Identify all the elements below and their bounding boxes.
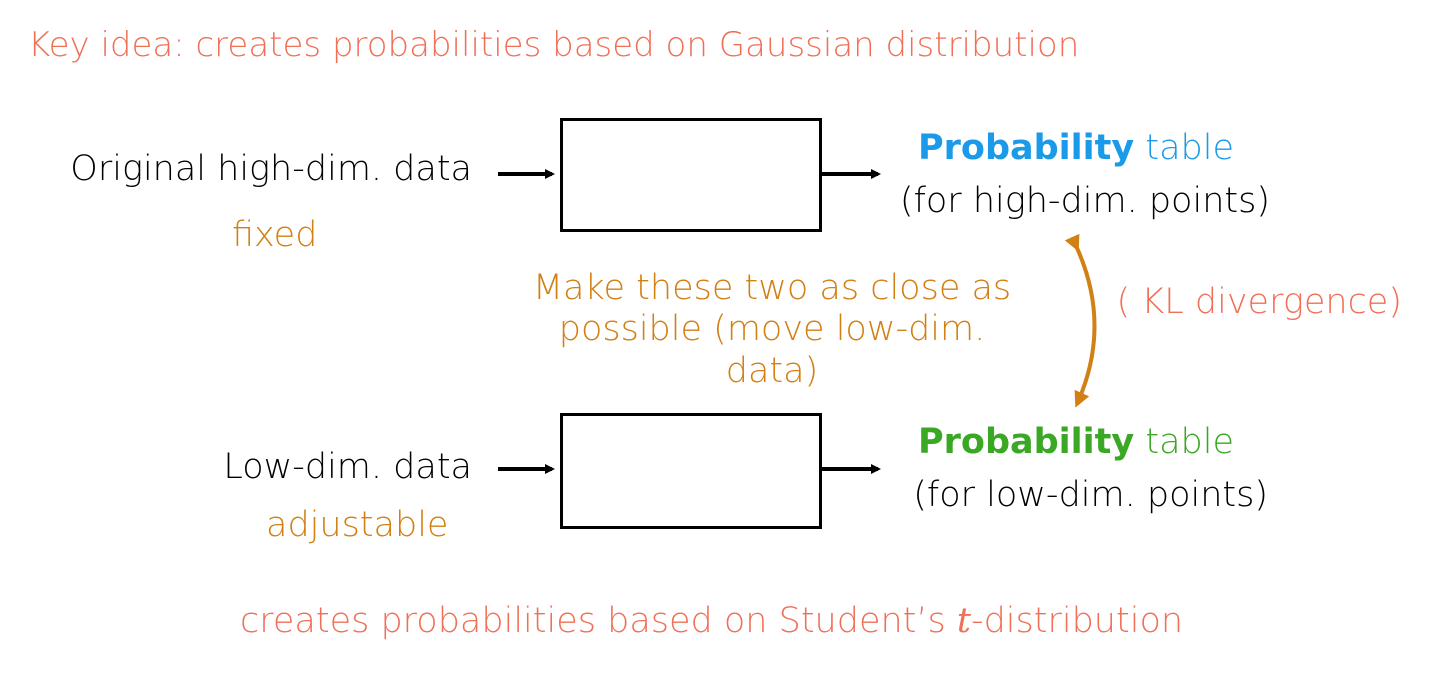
low-dim-probability-table-title: Probability table [918,425,1234,460]
high-dim-process-box [560,118,822,232]
high-dim-probability-table-title: Probability table [918,131,1234,166]
fixed-label: fixed [232,215,318,255]
high-dim-probability-table-subtitle: (for high-dim. points) [899,181,1270,221]
low-dim-process-box [560,413,822,529]
kl-divergence-label: ( KL divergence) [1116,282,1402,322]
table-word: table [1134,128,1234,168]
double-arrow-kl [1064,233,1097,408]
low-dim-probability-table-subtitle: (for low-dim. points) [913,475,1268,515]
probability-word: Probability [917,422,1135,462]
table-word: table [1134,422,1234,462]
student-t-note: creates probabilities based on Student’s… [240,604,1183,639]
student-t-note-suffix: -distribution [970,601,1184,641]
make-close-line-1: Make these two as close as [532,268,1012,308]
make-close-message: Make these two as close as possible (mov… [512,268,1032,392]
probability-word: Probability [917,128,1135,168]
high-dim-data-label: Original high-dim. data [70,149,472,189]
key-idea-title: Key idea: creates probabilities based on… [28,25,1080,65]
student-t-note-prefix: creates probabilities based on Student’s [240,601,957,641]
make-close-line-2: possible (move low-dim. data) [558,309,986,391]
adjustable-label: adjustable [266,505,449,545]
low-dim-data-label: Low-dim. data [223,447,472,487]
student-t-note-italic: t [956,601,971,641]
